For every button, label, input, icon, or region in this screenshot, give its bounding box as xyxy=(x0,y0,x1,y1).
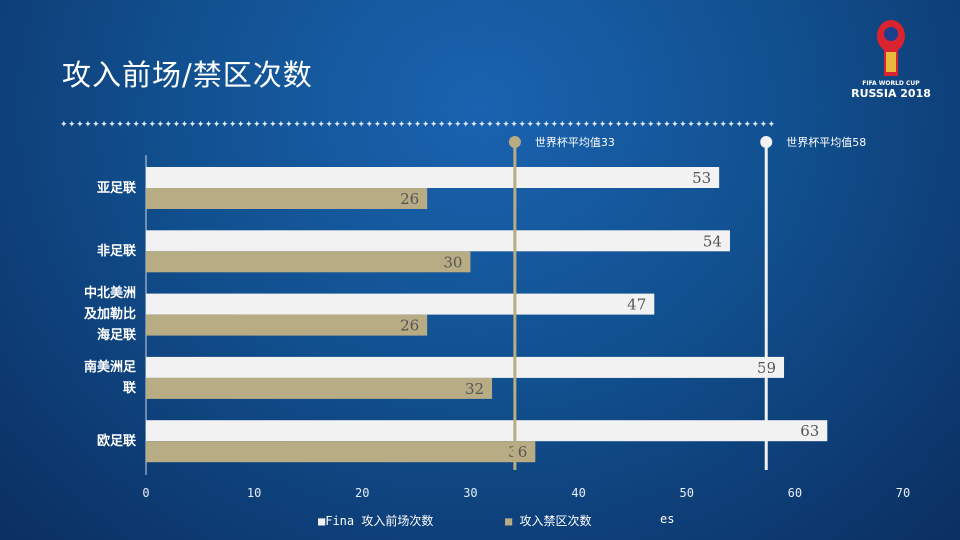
data-label: 26 xyxy=(400,190,419,208)
bar-back xyxy=(146,441,536,463)
x-tick-label: 30 xyxy=(463,486,477,500)
x-tick-label: 40 xyxy=(571,486,585,500)
bar-back xyxy=(146,251,471,273)
x-tick-label: 10 xyxy=(247,486,261,500)
data-label: 53 xyxy=(692,169,711,187)
x-tick-label: 70 xyxy=(896,486,910,500)
data-label: 36 xyxy=(508,443,527,461)
category-label-line: 非足联 xyxy=(96,243,136,259)
bar-front xyxy=(146,293,655,315)
category-label: 欧足联 xyxy=(56,431,136,452)
legend-fragment: es xyxy=(660,512,675,526)
logo-line2: RUSSIA 2018 xyxy=(851,87,931,100)
category-label-line: 联 xyxy=(122,380,136,396)
bar-back xyxy=(146,188,428,209)
legend-item-back: ■ 攻入禁区次数 xyxy=(505,514,592,528)
legend-prefix: Fina xyxy=(325,514,355,528)
logo-line1: FIFA WORLD CUP xyxy=(862,80,920,87)
reference-label: 世界杯平均值58 xyxy=(786,135,866,149)
bar-front xyxy=(146,167,720,188)
world-cup-logo: FIFA WORLD CUP RUSSIA 2018 xyxy=(846,14,936,114)
bar-back xyxy=(146,377,493,399)
x-tick-label: 20 xyxy=(355,486,369,500)
legend-label: 攻入禁区次数 xyxy=(519,514,592,528)
category-label-line: 欧足联 xyxy=(96,433,136,449)
reference-marker xyxy=(760,136,773,148)
data-label: 63 xyxy=(800,422,819,440)
bar-front xyxy=(146,230,730,252)
bar-back xyxy=(146,314,428,336)
category-label-line: 及加勒比 xyxy=(83,307,136,323)
category-label-line: 海足联 xyxy=(96,328,136,344)
bar-front xyxy=(146,420,828,442)
dotted-divider: ✦✦✦✦✦✦✦✦✦✦✦✦✦✦✦✦✦✦✦✦✦✦✦✦✦✦✦✦✦✦✦✦✦✦✦✦✦✦✦✦… xyxy=(60,120,776,130)
bar-front xyxy=(146,356,785,378)
data-label: 54 xyxy=(703,232,722,250)
x-tick-label: 60 xyxy=(788,486,802,500)
page-title: 攻入前场/禁区次数 xyxy=(62,58,313,92)
category-label-line: 南美洲足 xyxy=(83,359,136,375)
legend-label: 攻入前场次数 xyxy=(361,514,434,528)
category-label-line: 亚足联 xyxy=(96,180,136,196)
category-label: 亚足联 xyxy=(56,178,136,199)
reference-marker xyxy=(508,136,521,148)
reference-label: 世界杯平均值33 xyxy=(535,135,615,149)
legend-item-front: ■Fina 攻入前场次数 xyxy=(318,514,434,528)
category-label: 中北美洲及加勒比海足联 xyxy=(56,283,136,346)
data-label: 26 xyxy=(400,317,419,335)
x-tick-label: 50 xyxy=(679,486,693,500)
data-label: 30 xyxy=(443,253,462,271)
category-label: 南美洲足联 xyxy=(56,357,136,399)
x-tick-label: 0 xyxy=(142,486,149,500)
category-label: 非足联 xyxy=(56,241,136,262)
data-label: 32 xyxy=(465,380,484,398)
category-label-line: 中北美洲 xyxy=(83,286,136,302)
data-label: 47 xyxy=(627,296,646,314)
